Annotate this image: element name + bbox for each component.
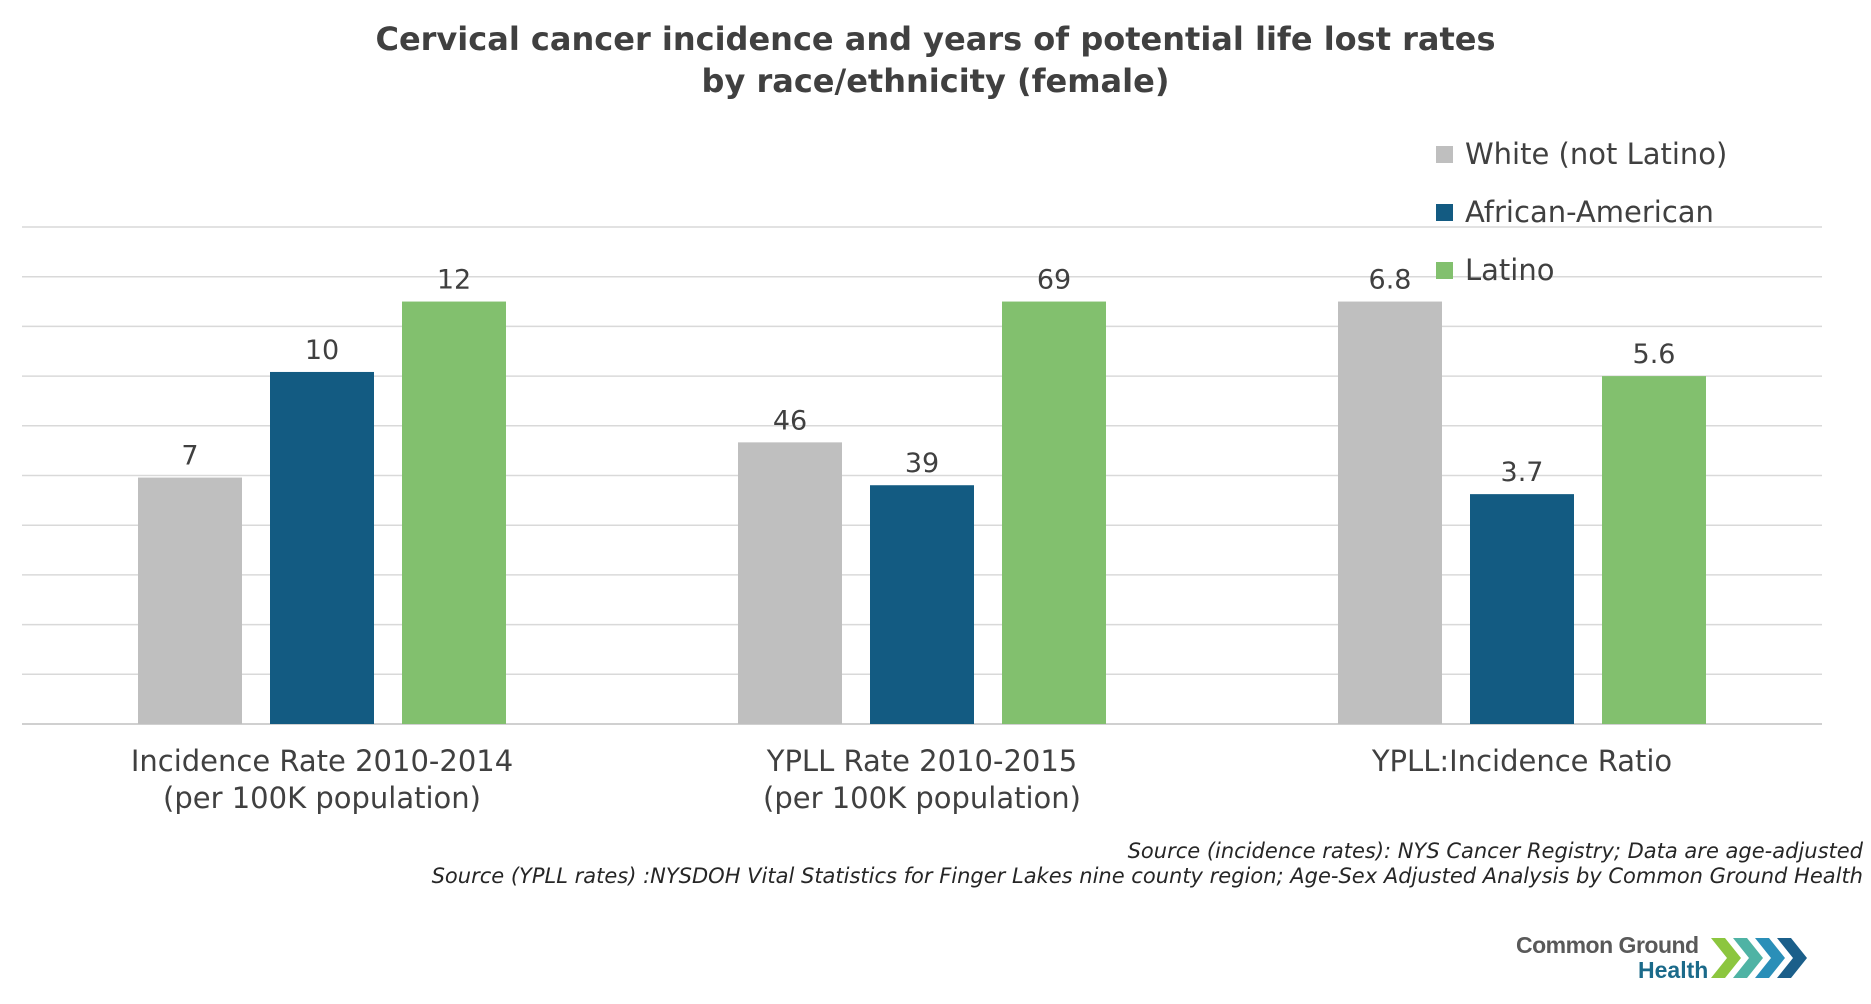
x-tick-label-2-line1: YPLL:Incidence Ratio bbox=[1371, 744, 1672, 778]
logo-text-line2: Health bbox=[1638, 957, 1709, 983]
legend: White (not Latino) African-American Lati… bbox=[1436, 125, 1727, 299]
legend-item-latino: Latino bbox=[1436, 241, 1727, 299]
x-tick-label-1-line1: YPLL Rate 2010-2015 bbox=[766, 744, 1078, 778]
data-label-african-american-2: 3.7 bbox=[1501, 457, 1544, 488]
x-tick-label-1-line2: (per 100K population) bbox=[763, 781, 1081, 815]
bar-white-not-latino-2 bbox=[1338, 301, 1442, 724]
common-ground-health-logo: Common Ground Health bbox=[1516, 932, 1816, 992]
x-axis: Incidence Rate 2010-2014(per 100K popula… bbox=[131, 744, 1672, 815]
x-tick-label-0-line1: Incidence Rate 2010-2014 bbox=[131, 744, 513, 778]
bar-african-american-0 bbox=[270, 371, 374, 724]
legend-item-white: White (not Latino) bbox=[1436, 125, 1727, 183]
bar-african-american-2 bbox=[1470, 494, 1574, 724]
bar-white-not-latino-0 bbox=[138, 477, 242, 724]
legend-swatch-african-american bbox=[1436, 203, 1453, 221]
logo-chevrons-icon bbox=[1711, 938, 1807, 978]
data-label-white-not-latino-0: 7 bbox=[181, 441, 198, 472]
data-label-white-not-latino-1: 46 bbox=[773, 405, 807, 436]
bar-white-not-latino-1 bbox=[738, 442, 842, 724]
legend-label-white: White (not Latino) bbox=[1465, 137, 1728, 171]
chart-title-line2: by race/ethnicity (female) bbox=[701, 62, 1170, 100]
logo-text-line1: Common Ground bbox=[1516, 932, 1699, 958]
source-note-incidence: Source (incidence rates): NYS Cancer Reg… bbox=[1127, 839, 1863, 863]
data-labels: 7 10 12 46 39 69 6.8 3.7 5.6 bbox=[181, 265, 1675, 489]
data-label-white-not-latino-2: 6.8 bbox=[1369, 265, 1412, 296]
x-tick-label-0-line2: (per 100K population) bbox=[163, 781, 481, 815]
legend-item-african-american: African-American bbox=[1436, 183, 1727, 241]
bar-latino-2 bbox=[1602, 376, 1706, 724]
chart-title-line1: Cervical cancer incidence and years of p… bbox=[375, 20, 1496, 58]
data-label-latino-0: 12 bbox=[437, 265, 471, 296]
bar-latino-0 bbox=[402, 301, 506, 724]
data-label-african-american-1: 39 bbox=[905, 448, 939, 479]
legend-label-african-american: African-American bbox=[1465, 195, 1714, 229]
data-label-african-american-0: 10 bbox=[305, 335, 339, 366]
legend-label-latino: Latino bbox=[1465, 253, 1555, 287]
data-label-latino-2: 5.6 bbox=[1633, 339, 1676, 370]
source-note-ypll: Source (YPLL rates) :NYSDOH Vital Statis… bbox=[431, 864, 1863, 888]
legend-swatch-white bbox=[1436, 145, 1453, 163]
bars bbox=[138, 301, 1706, 724]
data-label-latino-1: 69 bbox=[1037, 265, 1071, 296]
bar-latino-1 bbox=[1002, 301, 1106, 724]
bar-african-american-1 bbox=[870, 485, 974, 724]
chart-title: Cervical cancer incidence and years of p… bbox=[0, 18, 1871, 102]
legend-swatch-latino bbox=[1436, 261, 1453, 279]
